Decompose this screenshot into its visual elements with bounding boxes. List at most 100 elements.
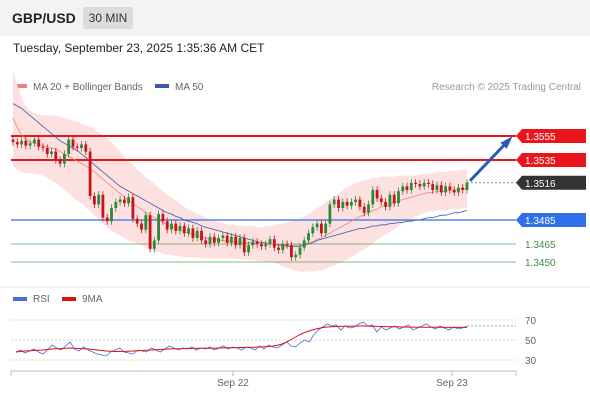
candle [431,180,435,194]
candle-body [105,217,109,222]
candle-body [28,143,32,146]
candle [204,236,208,248]
level-lines-layer [11,135,516,263]
candle-body [328,204,332,224]
candle [350,198,353,210]
x-tick-label: Sep 22 [217,378,249,389]
candle [101,191,105,222]
candle-body [457,187,460,193]
candle-body [33,139,36,144]
chart-credit: Research © 2025 Trading Central [432,82,581,93]
timeframe-button[interactable]: 30 MIN [83,7,133,29]
candle [384,198,387,211]
candle [371,186,375,208]
candle [452,186,456,196]
candle [58,156,62,168]
candle-body [170,223,173,230]
candle-body [315,223,319,228]
candle-body [225,235,229,243]
candle [24,137,28,150]
candle [247,241,250,256]
candle-body [135,218,139,224]
candle [388,191,392,211]
candle [135,215,139,228]
candle [414,179,417,188]
level-tag-bg [516,129,586,143]
candle-body [307,233,310,241]
candle-body [294,254,298,258]
candle [161,210,165,225]
candle-body [20,140,23,145]
level-tag-1.3485: 1.3485 [516,213,586,227]
candle-body [131,197,135,219]
candle [401,182,405,195]
candle-body [264,244,268,247]
level-label-1.3516: 1.3516 [525,179,556,190]
candle-body [268,239,272,244]
candle [302,236,306,252]
candle [20,137,23,148]
candle-body [422,182,426,187]
candle-body [242,238,246,253]
candle-body [110,208,113,222]
candle [217,234,220,247]
candle [268,235,272,248]
candle-body [148,215,152,249]
candle [277,244,280,254]
candle [362,203,366,217]
candle [110,204,113,225]
currency-pair-title: GBP/USD [12,10,76,26]
candle-body [465,182,469,190]
candle [260,240,263,250]
candle [358,196,362,211]
candle-body [448,186,452,190]
bollinger-band-layer [13,70,467,272]
level-tag-1.3516: 1.3516 [516,175,586,190]
candle-body [302,240,306,248]
candle [33,136,36,147]
candle [290,241,293,261]
candle [272,235,276,252]
candle-body [123,199,126,204]
candle [105,214,109,225]
candle [315,220,319,231]
candle-body [337,199,340,208]
candle-body [11,139,15,142]
candle [63,150,66,168]
candle [225,232,229,247]
rsi-line [15,321,468,357]
candle [195,227,199,242]
candle-body [401,186,405,192]
candle-body [290,245,293,258]
candle [37,136,41,151]
candle-body [221,235,225,238]
candle [375,186,379,202]
candle [311,223,315,237]
candle [178,222,182,235]
candle-body [341,202,345,208]
candle-body [234,236,238,246]
candle [397,187,400,207]
candle [75,143,79,152]
candle-body [354,199,357,202]
legend-swatch-9ma [62,297,76,301]
candle [281,240,285,254]
candle-body [324,223,328,234]
candle-body [217,238,220,243]
candle-body [418,184,422,187]
candle-body [409,182,413,190]
candle [84,140,88,156]
candle-body [80,144,83,148]
candle [67,136,71,158]
level-tag-bg [516,153,586,167]
candle [409,179,413,194]
candle [187,224,190,237]
candle [140,220,143,234]
candle-body [379,198,383,202]
candle [337,196,340,212]
candle [157,210,160,244]
candle-body [277,247,280,250]
candle [11,136,15,146]
candle [367,200,370,217]
